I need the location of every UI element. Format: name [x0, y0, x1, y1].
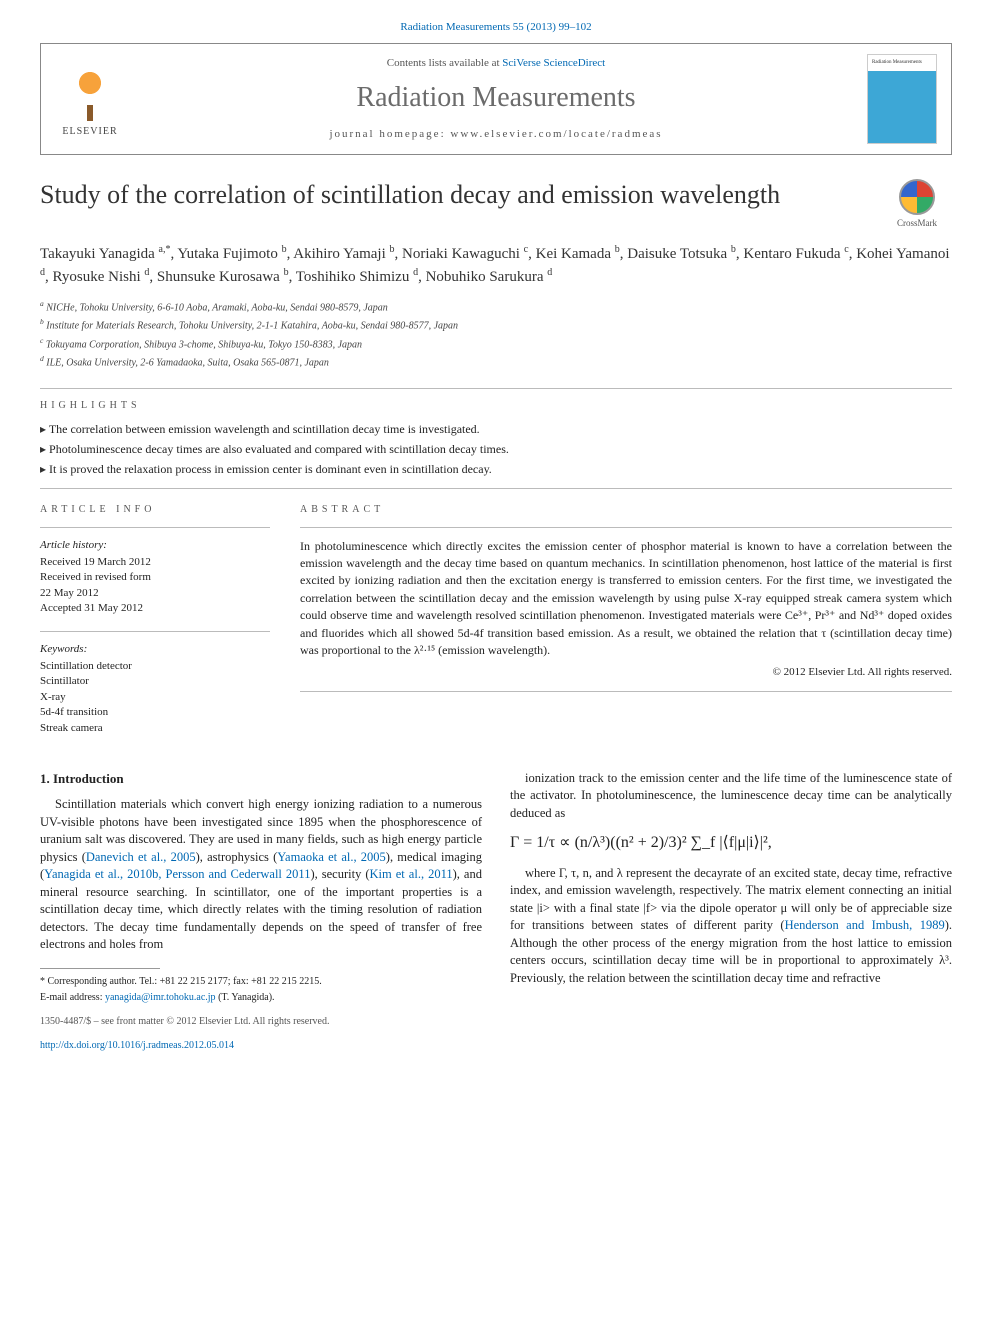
- rule: [40, 488, 952, 489]
- citation-link[interactable]: Kim et al., 2011: [370, 867, 453, 881]
- corresponding-author-footnote: * Corresponding author. Tel.: +81 22 215…: [40, 975, 482, 989]
- history-label: Article history:: [40, 538, 270, 553]
- highlights-heading: HIGHLIGHTS: [40, 399, 952, 413]
- citation-link[interactable]: Henderson and Imbush, 1989: [785, 918, 945, 932]
- highlight-item: Photoluminescence decay times are also e…: [40, 441, 952, 458]
- elsevier-tree-icon: [63, 67, 117, 121]
- journal-cover-thumbnail: [867, 54, 937, 144]
- email-link[interactable]: yanagida@imr.tohoku.ac.jp: [105, 992, 216, 1003]
- top-citation-link[interactable]: Radiation Measurements 55 (2013) 99–102: [400, 21, 591, 33]
- text: ), astrophysics (: [196, 850, 278, 864]
- citation-link[interactable]: Yanagida et al., 2010b, Persson and Cede…: [44, 867, 310, 881]
- highlights-list: The correlation between emission wavelen…: [40, 421, 952, 477]
- info-abstract-row: ARTICLE INFO Article history: Received 1…: [40, 503, 952, 750]
- section-title: Introduction: [53, 771, 124, 786]
- equation-1: Γ = 1/τ ∝ (n/λ³)((n² + 2)/3)² ∑_f |⟨f|μ|…: [510, 832, 952, 854]
- title-row: Study of the correlation of scintillatio…: [40, 179, 952, 230]
- footnote-separator: [40, 968, 160, 969]
- crossmark-icon: [899, 179, 935, 215]
- affiliation-line: c Tokuyama Corporation, Shibuya 3-chome,…: [40, 336, 952, 352]
- homepage-prefix: journal homepage:: [329, 128, 450, 140]
- keyword: Scintillation detector: [40, 659, 270, 674]
- article-title: Study of the correlation of scintillatio…: [40, 179, 862, 210]
- abstract-column: ABSTRACT In photoluminescence which dire…: [300, 503, 952, 750]
- article-info-column: ARTICLE INFO Article history: Received 1…: [40, 503, 270, 750]
- homepage-url: www.elsevier.com/locate/radmeas: [450, 128, 662, 140]
- doi-link[interactable]: http://dx.doi.org/10.1016/j.radmeas.2012…: [40, 1040, 234, 1051]
- body-paragraph: where Γ, τ, n, and λ represent the decay…: [510, 865, 952, 988]
- body-paragraph: Scintillation materials which convert hi…: [40, 796, 482, 954]
- history-line: Received in revised form: [40, 570, 270, 585]
- email-label: E-mail address:: [40, 992, 105, 1003]
- rule: [300, 527, 952, 528]
- history-block: Article history: Received 19 March 2012R…: [40, 538, 270, 617]
- affiliation-line: b Institute for Materials Research, Toho…: [40, 317, 952, 333]
- highlight-item: The correlation between emission wavelen…: [40, 421, 952, 438]
- abstract-copyright: © 2012 Elsevier Ltd. All rights reserved…: [300, 665, 952, 680]
- email-suffix: (T. Yanagida).: [216, 992, 275, 1003]
- keyword: X-ray: [40, 690, 270, 705]
- affiliation-line: a NICHe, Tohoku University, 6-6-10 Aoba,…: [40, 299, 952, 315]
- contents-prefix: Contents lists available at: [387, 57, 502, 69]
- keyword: 5d-4f transition: [40, 705, 270, 720]
- author-list: Takayuki Yanagida a,*, Yutaka Fujimoto b…: [40, 242, 952, 289]
- rule: [300, 691, 952, 692]
- journal-header: ELSEVIER Contents lists available at Sci…: [40, 43, 952, 155]
- abstract-text: In photoluminescence which directly exci…: [300, 538, 952, 660]
- contents-available-line: Contents lists available at SciVerse Sci…: [125, 56, 867, 71]
- body-paragraph: ionization track to the emission center …: [510, 770, 952, 823]
- crossmark-badge[interactable]: CrossMark: [882, 179, 952, 230]
- citation-link[interactable]: Yamaoka et al., 2005: [277, 850, 386, 864]
- section-number: 1.: [40, 771, 50, 786]
- highlight-item: It is proved the relaxation process in e…: [40, 461, 952, 478]
- history-line: 22 May 2012: [40, 586, 270, 601]
- header-center: Contents lists available at SciVerse Sci…: [125, 56, 867, 142]
- crossmark-label: CrossMark: [897, 218, 937, 228]
- journal-name: Radiation Measurements: [125, 78, 867, 117]
- text: ), security (: [310, 867, 369, 881]
- affiliations: a NICHe, Tohoku University, 6-6-10 Aoba,…: [40, 299, 952, 370]
- top-citation: Radiation Measurements 55 (2013) 99–102: [40, 20, 952, 35]
- section-1-heading: 1. Introduction: [40, 770, 482, 788]
- rule: [40, 631, 270, 632]
- keywords-label: Keywords:: [40, 642, 270, 657]
- abstract-heading: ABSTRACT: [300, 503, 952, 517]
- keyword: Streak camera: [40, 721, 270, 736]
- journal-homepage-line: journal homepage: www.elsevier.com/locat…: [125, 127, 867, 142]
- article-info-heading: ARTICLE INFO: [40, 503, 270, 517]
- doi-line: http://dx.doi.org/10.1016/j.radmeas.2012…: [40, 1039, 482, 1053]
- keywords-block: Keywords: Scintillation detectorScintill…: [40, 642, 270, 736]
- email-footnote: E-mail address: yanagida@imr.tohoku.ac.j…: [40, 991, 482, 1005]
- sciencedirect-link[interactable]: SciVerse ScienceDirect: [502, 57, 605, 69]
- keyword: Scintillator: [40, 674, 270, 689]
- article-body: 1. Introduction Scintillation materials …: [40, 770, 952, 1053]
- history-line: Received 19 March 2012: [40, 555, 270, 570]
- rule: [40, 527, 270, 528]
- citation-link[interactable]: Danevich et al., 2005: [86, 850, 196, 864]
- publisher-name: ELSEVIER: [62, 125, 117, 139]
- front-matter-line: 1350-4487/$ – see front matter © 2012 El…: [40, 1015, 482, 1029]
- affiliation-line: d ILE, Osaka University, 2-6 Yamadaoka, …: [40, 354, 952, 370]
- history-line: Accepted 31 May 2012: [40, 601, 270, 616]
- rule: [40, 388, 952, 389]
- publisher-logo: ELSEVIER: [55, 59, 125, 139]
